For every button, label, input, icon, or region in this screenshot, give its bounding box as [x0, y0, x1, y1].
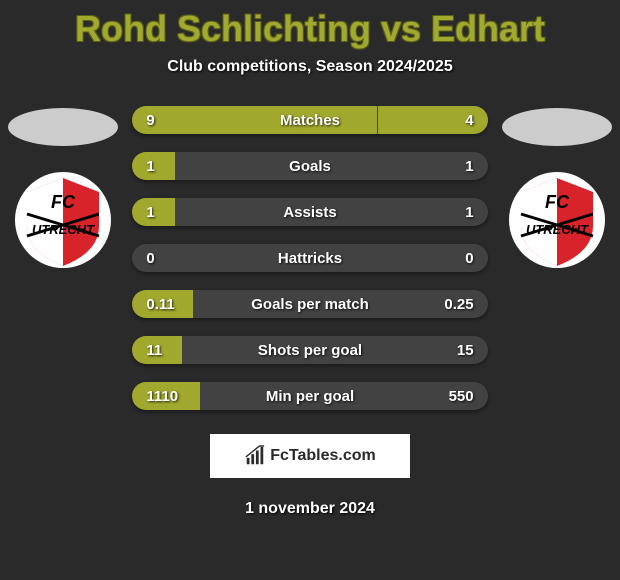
stat-value-left: 0.11 [146, 290, 174, 318]
stat-bar: Shots per goal11 15 [132, 336, 487, 364]
stat-value-right: 1 [465, 198, 473, 226]
stat-value-right: 0.25 [444, 290, 473, 318]
stat-label: Goals [132, 152, 487, 180]
stat-label: Matches [132, 106, 487, 134]
stat-value-right: 4 [465, 106, 473, 134]
svg-text:UTRECHT: UTRECHT [32, 222, 95, 237]
player-oval-left [8, 108, 118, 146]
left-column: FC UTRECHT [4, 106, 122, 270]
right-column: FC UTRECHT [498, 106, 616, 270]
stat-value-left: 9 [146, 106, 154, 134]
stat-label: Hattricks [132, 244, 487, 272]
stat-value-left: 1110 [146, 382, 178, 410]
chart-icon [244, 445, 266, 467]
stat-bar: Matches9 4 [132, 106, 487, 134]
stat-label: Goals per match [132, 290, 487, 318]
club-badge-left: FC UTRECHT [13, 170, 113, 270]
club-badge-right: FC UTRECHT [507, 170, 607, 270]
stat-value-right: 550 [449, 382, 474, 410]
stat-bar: Assists1 1 [132, 198, 487, 226]
utrecht-shield-icon: FC UTRECHT [13, 170, 113, 270]
watermark-text: FcTables.com [270, 447, 376, 465]
stat-label: Min per goal [132, 382, 487, 410]
stat-bar: Min per goal1110 550 [132, 382, 487, 410]
stat-label: Shots per goal [132, 336, 487, 364]
stat-value-left: 11 [146, 336, 162, 364]
stat-value-right: 1 [465, 152, 473, 180]
stat-bar: Goals per match0.11 0.25 [132, 290, 487, 318]
stat-label: Assists [132, 198, 487, 226]
stats-column: Matches94Goals11Assists11Hattricks00Goal… [132, 106, 487, 410]
stat-bar: Goals1 1 [132, 152, 487, 180]
stat-value-right: 0 [465, 244, 473, 272]
page-title: Rohd Schlichting vs Edhart [0, 8, 620, 50]
player-oval-right [502, 108, 612, 146]
svg-text:UTRECHT: UTRECHT [526, 222, 589, 237]
stat-value-left: 0 [146, 244, 154, 272]
subtitle: Club competitions, Season 2024/2025 [0, 58, 620, 76]
comparison-card: Rohd Schlichting vs Edhart Club competit… [0, 0, 620, 580]
utrecht-shield-icon: FC UTRECHT [507, 170, 607, 270]
stat-value-left: 1 [146, 152, 154, 180]
watermark: FcTables.com [210, 434, 410, 478]
date-label: 1 november 2024 [0, 500, 620, 518]
svg-text:FC: FC [545, 192, 570, 212]
svg-text:FC: FC [51, 192, 76, 212]
body-row: FC UTRECHT Matches94Goals11Assists11Hatt… [0, 106, 620, 410]
stat-value-left: 1 [146, 198, 154, 226]
stat-value-right: 15 [457, 336, 474, 364]
stat-bar: Hattricks0 0 [132, 244, 487, 272]
